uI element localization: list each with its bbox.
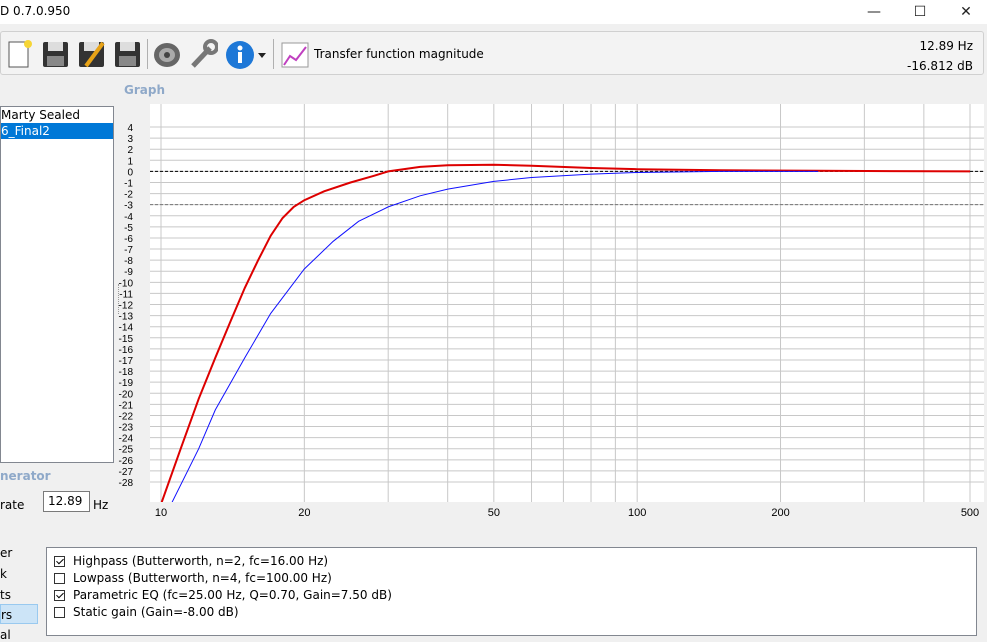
graph-section-label: Graph bbox=[124, 83, 165, 97]
maximize-icon: ☐ bbox=[913, 4, 927, 20]
y-tick-label: -28 bbox=[119, 478, 134, 489]
filter-label: Lowpass (Butterworth, n=4, fc=100.00 Hz) bbox=[73, 571, 332, 585]
y-tick-label: -14 bbox=[119, 323, 134, 334]
y-tick-label: -7 bbox=[124, 245, 133, 256]
filter-checkbox[interactable] bbox=[54, 572, 65, 584]
chevron-down-icon[interactable] bbox=[256, 38, 268, 70]
filter-row[interactable]: Static gain (Gain=-8.00 dB) bbox=[54, 604, 239, 620]
info-icon[interactable] bbox=[224, 38, 254, 70]
y-tick-label: -6 bbox=[124, 234, 133, 245]
speaker-icon[interactable] bbox=[152, 38, 182, 70]
filter-label: Highpass (Butterworth, n=2, fc=16.00 Hz) bbox=[73, 554, 329, 568]
y-tick-label: 3 bbox=[127, 134, 133, 145]
y-tick-label: -20 bbox=[119, 389, 134, 400]
x-tick-label: 50 bbox=[488, 507, 500, 519]
list-item[interactable]: 6_Final2 bbox=[1, 123, 113, 139]
rate-input[interactable]: 12.89 bbox=[43, 491, 90, 512]
list-item[interactable]: Marty Sealed bbox=[1, 108, 80, 122]
new-file-icon[interactable] bbox=[4, 38, 34, 70]
y-tick-label: -2 bbox=[124, 190, 133, 201]
magnitude-readout: -16.812 dB bbox=[907, 59, 973, 73]
close-icon: ✕ bbox=[960, 4, 972, 20]
y-tick-label: -17 bbox=[119, 356, 134, 367]
filter-label: Static gain (Gain=-8.00 dB) bbox=[73, 605, 239, 619]
filter-checkbox[interactable] bbox=[54, 606, 65, 618]
view-mode-label: Transfer function magnitude bbox=[314, 47, 484, 61]
x-tick-label: 100 bbox=[628, 507, 646, 519]
y-tick-label: -4 bbox=[124, 212, 133, 223]
y-tick-label: 4 bbox=[127, 123, 133, 134]
x-tick-label: 200 bbox=[771, 507, 789, 519]
filter-label: Parametric EQ (fc=25.00 Hz, Q=0.70, Gain… bbox=[73, 588, 392, 602]
side-nav-item[interactable]: er bbox=[0, 546, 13, 560]
minimize-icon: — bbox=[867, 4, 881, 20]
side-nav-item[interactable]: al bbox=[0, 628, 11, 642]
window-title: D 0.7.0.950 bbox=[0, 4, 71, 18]
filter-row[interactable]: Parametric EQ (fc=25.00 Hz, Q=0.70, Gain… bbox=[54, 587, 392, 603]
filter-list: Highpass (Butterworth, n=2, fc=16.00 Hz)… bbox=[46, 547, 977, 636]
toolbar-separator bbox=[147, 39, 148, 69]
y-tick-label: 0 bbox=[127, 167, 133, 178]
y-tick-label: 1 bbox=[127, 156, 133, 167]
save-icon[interactable] bbox=[40, 38, 70, 70]
y-tick-label: -18 bbox=[119, 367, 134, 378]
filter-checkbox[interactable] bbox=[54, 589, 65, 601]
y-tick-label: 2 bbox=[127, 145, 133, 156]
side-nav-item-selected[interactable]: rs bbox=[0, 604, 38, 624]
y-tick-label: -25 bbox=[119, 445, 134, 456]
y-tick-label: -26 bbox=[119, 456, 134, 467]
splitter-handle[interactable] bbox=[118, 284, 122, 314]
rate-label: rate bbox=[0, 498, 25, 512]
save-as-icon[interactable] bbox=[76, 38, 106, 70]
y-tick-label: -5 bbox=[124, 223, 133, 234]
side-nav-item[interactable]: ts bbox=[0, 588, 11, 602]
title-bar: D 0.7.0.950 — ☐ ✕ bbox=[0, 0, 987, 24]
x-tick-label: 500 bbox=[961, 507, 979, 519]
y-tick-label: -1 bbox=[124, 178, 133, 189]
x-tick-label: 10 bbox=[155, 507, 167, 519]
y-tick-label: -21 bbox=[119, 400, 134, 411]
toolbar: Transfer function magnitude 12.89 Hz -16… bbox=[0, 31, 984, 75]
filter-checkbox[interactable] bbox=[54, 555, 65, 567]
toolbar-separator bbox=[273, 39, 274, 69]
y-tick-label: -22 bbox=[119, 411, 134, 422]
rate-unit: Hz bbox=[93, 498, 109, 512]
side-nav-item[interactable]: k bbox=[0, 567, 7, 581]
y-tick-label: -3 bbox=[124, 201, 133, 212]
y-tick-label: -24 bbox=[119, 434, 134, 445]
y-tick-label: -15 bbox=[119, 334, 134, 345]
y-tick-label: -8 bbox=[124, 256, 133, 267]
filter-row[interactable]: Lowpass (Butterworth, n=4, fc=100.00 Hz) bbox=[54, 570, 332, 586]
frequency-readout: 12.89 Hz bbox=[919, 39, 974, 53]
wrench-icon[interactable] bbox=[188, 38, 219, 70]
y-tick-label: -23 bbox=[119, 423, 134, 434]
project-list[interactable]: Marty Sealed 6_Final2 bbox=[0, 106, 114, 463]
x-tick-label: 20 bbox=[298, 507, 310, 519]
generator-section-label: nerator bbox=[0, 469, 51, 483]
y-tick-label: -27 bbox=[119, 467, 134, 478]
close-button[interactable]: ✕ bbox=[943, 0, 987, 24]
graph-icon[interactable] bbox=[280, 38, 310, 70]
filter-row[interactable]: Highpass (Butterworth, n=2, fc=16.00 Hz) bbox=[54, 553, 328, 569]
y-tick-label: -16 bbox=[119, 345, 134, 356]
y-tick-label: -19 bbox=[119, 378, 134, 389]
plot-area[interactable] bbox=[150, 104, 984, 502]
maximize-button[interactable]: ☐ bbox=[897, 0, 943, 24]
y-tick-label: -9 bbox=[124, 267, 133, 278]
save-all-icon[interactable] bbox=[112, 38, 142, 70]
minimize-button[interactable]: — bbox=[851, 0, 897, 24]
